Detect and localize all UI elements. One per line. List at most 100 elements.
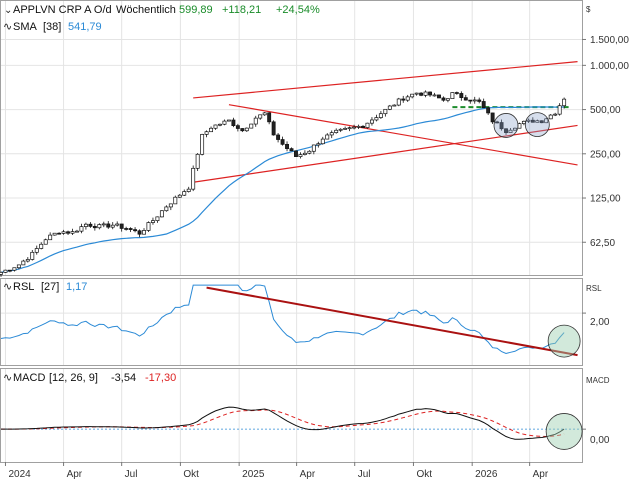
candle: [66, 231, 70, 234]
macd-panel: MACD 0,00 ∿ MACD [12, 26, 9] -3,54 -17,3…: [0, 368, 610, 463]
x-axis: 2024 Apr Jul Okt 2025 Apr Jul Okt 2026 Apr: [4, 462, 549, 480]
candle: [548, 114, 553, 120]
candle: [3, 269, 8, 273]
candle: [374, 117, 379, 121]
candle: [271, 121, 276, 136]
candle: [124, 228, 129, 230]
macd-line: [1, 406, 565, 440]
candle: [526, 119, 531, 122]
candle: [204, 131, 209, 135]
candle: [226, 119, 231, 122]
candle: [101, 223, 106, 226]
macd-value: -3,54: [111, 372, 136, 384]
candle: [146, 222, 151, 231]
svg-text:∿: ∿: [3, 281, 12, 293]
candle: [419, 92, 424, 96]
candle: [441, 97, 446, 101]
rsl-line: [0, 284, 565, 355]
candle: [352, 126, 357, 129]
candle: [61, 231, 66, 234]
candle: [450, 92, 455, 100]
candle: [79, 226, 84, 232]
sma-value: 541,79: [68, 21, 102, 33]
x-tick-label: Apr: [300, 469, 316, 480]
candle: [7, 269, 12, 272]
candle: [137, 230, 142, 235]
candle: [186, 188, 191, 192]
candle: [557, 105, 562, 115]
sma-period: [38]: [43, 21, 61, 33]
candle: [70, 231, 75, 234]
candle: [39, 243, 44, 249]
candle: [544, 118, 549, 124]
instrument-title: APPLVN CRP A O/d: [13, 4, 112, 16]
candle: [347, 127, 352, 130]
highlight-circle: [493, 113, 519, 138]
candle: [365, 122, 370, 128]
candle: [459, 93, 464, 98]
highlight-circle: [545, 413, 583, 450]
candle: [164, 206, 169, 212]
currency-label: $: [586, 5, 591, 14]
candle: [244, 127, 249, 132]
candle: [57, 232, 62, 235]
candle: [513, 127, 517, 131]
candle: [195, 153, 200, 169]
candle: [43, 239, 48, 245]
candle: [562, 98, 567, 107]
candle: [356, 125, 361, 128]
candle: [490, 112, 495, 123]
y-tick-label: 500,00: [590, 105, 621, 116]
candle: [133, 229, 138, 232]
candle: [235, 125, 240, 129]
candle: [34, 248, 39, 253]
macd-signal: -17,30: [145, 372, 176, 384]
x-tick-label: 2025: [242, 469, 265, 480]
candle: [191, 167, 196, 190]
candle: [454, 92, 459, 94]
candle: [369, 119, 374, 124]
candle: [110, 224, 115, 228]
candle: [311, 144, 316, 152]
candle: [240, 128, 245, 132]
channel-upper: [193, 61, 578, 99]
candle: [486, 107, 491, 114]
candle: [392, 104, 397, 107]
candle: [267, 112, 272, 123]
candle: [151, 220, 155, 223]
price-change-pct: +24,54%: [276, 4, 320, 16]
price-change: +118,21: [222, 4, 261, 16]
x-tick-label: Okt: [416, 469, 432, 480]
candle: [423, 91, 428, 96]
candle: [414, 92, 419, 95]
candle: [432, 94, 437, 97]
svg-text:⌄: ⌄: [4, 5, 12, 16]
falling-line: [228, 104, 578, 166]
candle: [249, 123, 254, 129]
candle: [343, 128, 348, 130]
candle: [88, 223, 93, 227]
candle: [106, 223, 111, 228]
macd-signal-line: [1, 409, 565, 438]
candle: [142, 230, 146, 235]
candle: [97, 224, 102, 229]
candle: [218, 123, 222, 126]
macd-legend: MACD: [13, 372, 45, 384]
candle: [285, 143, 289, 149]
candle: [168, 203, 173, 208]
y-tick-label: 125,00: [590, 194, 621, 205]
candle: [115, 223, 120, 226]
candle: [472, 99, 477, 102]
candle: [75, 230, 79, 233]
candle: [378, 113, 383, 118]
candle: [52, 232, 57, 236]
rsl-header: ∿ RSL [27] 1,17: [3, 281, 87, 293]
candle: [83, 223, 88, 227]
svg-text:∿: ∿: [3, 21, 12, 33]
candle: [159, 210, 164, 218]
candle: [410, 93, 415, 98]
chevron-icon: ⌄: [4, 5, 12, 16]
candle: [508, 129, 513, 133]
interval-label: Wöchentlich: [116, 4, 176, 16]
candle: [445, 98, 450, 101]
